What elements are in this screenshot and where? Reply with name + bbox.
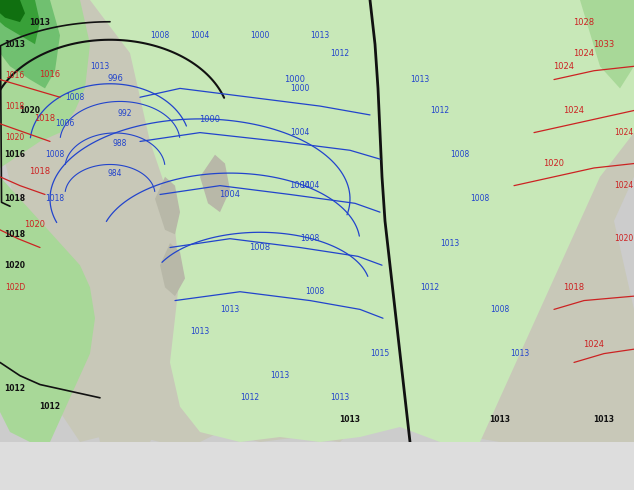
Polygon shape — [0, 0, 90, 168]
Text: 1020: 1020 — [614, 234, 633, 243]
Text: 1024: 1024 — [614, 128, 633, 137]
Text: 996: 996 — [107, 74, 123, 83]
Polygon shape — [200, 155, 230, 212]
Text: 1024: 1024 — [583, 340, 604, 349]
Text: 1020: 1020 — [543, 159, 564, 168]
Text: 1006: 1006 — [55, 119, 75, 128]
Text: 1008: 1008 — [249, 243, 271, 252]
Text: 1018: 1018 — [29, 167, 51, 176]
Polygon shape — [0, 0, 40, 44]
Text: 1013: 1013 — [91, 62, 110, 71]
Text: 1020: 1020 — [25, 220, 46, 229]
Text: 1000: 1000 — [200, 115, 221, 124]
Text: 1028: 1028 — [573, 18, 595, 26]
Text: 1013: 1013 — [311, 31, 330, 40]
Text: 1008: 1008 — [46, 150, 65, 159]
Text: 1008: 1008 — [301, 234, 320, 243]
Text: 1013: 1013 — [339, 416, 361, 424]
Polygon shape — [90, 0, 634, 442]
Text: 1018: 1018 — [34, 114, 56, 123]
Text: 10: 10 — [170, 471, 185, 485]
Text: 1013: 1013 — [410, 75, 430, 84]
Text: 1004: 1004 — [290, 128, 309, 137]
Text: 1018: 1018 — [4, 230, 25, 239]
Text: 1004: 1004 — [190, 31, 210, 40]
Text: 1013: 1013 — [593, 416, 614, 424]
Text: 1012: 1012 — [430, 106, 450, 115]
Polygon shape — [0, 0, 634, 442]
Text: 1020: 1020 — [4, 261, 25, 270]
Text: 1016: 1016 — [4, 150, 25, 159]
Text: 1008: 1008 — [65, 93, 84, 102]
Text: 988: 988 — [113, 139, 127, 148]
Text: © weatheronline.co.uk: © weatheronline.co.uk — [488, 473, 629, 483]
Polygon shape — [0, 177, 95, 442]
Text: 11: 11 — [190, 471, 205, 485]
Text: 1018: 1018 — [564, 283, 585, 292]
Text: Bft: Bft — [230, 471, 252, 485]
Text: 1018: 1018 — [46, 195, 65, 203]
Text: 1004: 1004 — [301, 181, 320, 190]
Text: 1004: 1004 — [290, 181, 311, 190]
Text: 1004: 1004 — [219, 190, 240, 199]
Text: We 25-09-2024 00:00 UTC (18+30): We 25-09-2024 00:00 UTC (18+30) — [396, 449, 629, 462]
Text: 1013: 1013 — [441, 239, 460, 247]
Text: 12: 12 — [210, 471, 225, 485]
Polygon shape — [580, 0, 634, 88]
Text: 1008: 1008 — [306, 287, 325, 296]
Text: 1012: 1012 — [39, 402, 60, 411]
Text: 6: 6 — [90, 471, 98, 485]
Text: 1018: 1018 — [4, 195, 25, 203]
Text: 1024: 1024 — [553, 62, 574, 71]
Text: 1016: 1016 — [5, 71, 25, 80]
Text: 1013: 1013 — [221, 305, 240, 314]
Polygon shape — [160, 243, 185, 296]
Text: 1012: 1012 — [4, 385, 25, 393]
Text: High wind areas [hPa] ECMWF: High wind areas [hPa] ECMWF — [5, 449, 207, 462]
Text: 1013: 1013 — [4, 40, 25, 49]
Polygon shape — [155, 177, 180, 234]
Text: 1024: 1024 — [564, 106, 585, 115]
Polygon shape — [0, 0, 60, 88]
Text: 102D: 102D — [5, 283, 25, 292]
Text: 1033: 1033 — [593, 40, 614, 49]
Text: 1013: 1013 — [510, 349, 529, 358]
Text: Wind 10m: Wind 10m — [5, 471, 65, 485]
Text: 1012: 1012 — [420, 283, 439, 292]
Text: 1013: 1013 — [30, 18, 51, 26]
Text: 1024: 1024 — [574, 49, 595, 57]
Text: 1000: 1000 — [285, 75, 306, 84]
Text: 1013: 1013 — [330, 393, 349, 402]
Text: 1013: 1013 — [270, 371, 290, 380]
Text: 1008: 1008 — [470, 195, 489, 203]
Polygon shape — [0, 0, 25, 22]
Text: 1018: 1018 — [6, 101, 25, 111]
Text: 992: 992 — [118, 109, 133, 118]
Text: 1012: 1012 — [330, 49, 349, 57]
Polygon shape — [90, 0, 220, 442]
Text: 1008: 1008 — [490, 305, 510, 314]
Text: 1013: 1013 — [190, 327, 210, 336]
Text: 1013: 1013 — [489, 416, 510, 424]
Text: 1020: 1020 — [5, 132, 25, 142]
Text: 1016: 1016 — [39, 70, 61, 79]
Text: 1008: 1008 — [450, 150, 470, 159]
Text: 1012: 1012 — [240, 393, 259, 402]
Text: 9: 9 — [150, 471, 157, 485]
Text: 1015: 1015 — [370, 349, 390, 358]
Text: 984: 984 — [108, 169, 122, 178]
Text: 1024: 1024 — [614, 181, 633, 190]
Text: 1000: 1000 — [290, 84, 309, 93]
Text: 8: 8 — [130, 471, 138, 485]
Text: 7: 7 — [110, 471, 117, 485]
Text: 1008: 1008 — [150, 31, 170, 40]
Text: 1020: 1020 — [20, 106, 41, 115]
Text: 1000: 1000 — [250, 31, 269, 40]
